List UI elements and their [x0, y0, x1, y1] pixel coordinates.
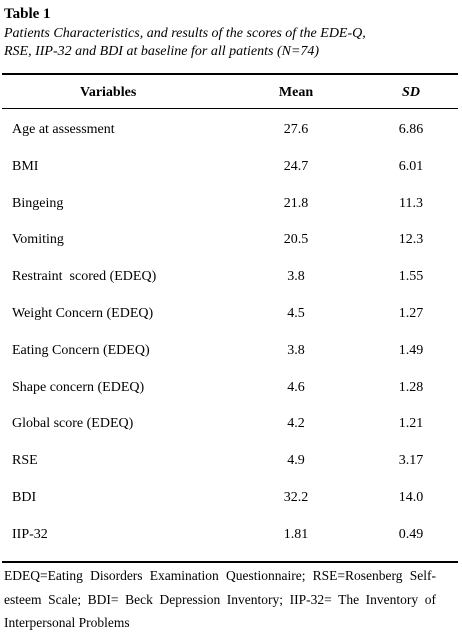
- caption-line: Patients Characteristics, and results of…: [4, 26, 366, 41]
- row-label: Weight Concern (EDEQ): [12, 306, 154, 321]
- footnote: EDEQ=Eating Disorders Examination Questi…: [4, 568, 436, 630]
- cell-value: 6.01: [398, 158, 424, 174]
- cell-value: 3.8: [287, 269, 305, 285]
- cell-value: 1.27: [398, 306, 424, 321]
- cell-value: 11.3: [399, 195, 423, 211]
- cell-value: 12.3: [398, 232, 424, 248]
- cell-value: 1.49: [398, 342, 424, 358]
- row-label: BDI: [12, 490, 37, 505]
- header-rule: [2, 108, 458, 109]
- header-cell: SD: [402, 85, 420, 100]
- cell-value: 1.28: [398, 379, 424, 395]
- header-cell: Mean: [278, 85, 314, 100]
- caption-line: RSE, IIP-32 and BDI at baseline for all …: [4, 44, 320, 59]
- row-label: BMI: [12, 158, 39, 174]
- cell-value: 6.86: [398, 122, 424, 137]
- cell-value: 4.6: [287, 379, 305, 395]
- row-label: Shape concern (EDEQ): [12, 379, 145, 395]
- table-title: Table 1: [4, 6, 51, 22]
- cell-value: 32.2: [283, 490, 309, 505]
- row-label: IIP-32: [12, 526, 48, 542]
- row-label: Eating Concern (EDEQ): [12, 342, 150, 358]
- cell-value: 1.21: [398, 416, 424, 432]
- cell-value: 14.0: [398, 490, 424, 505]
- cell-value: 4.5: [287, 306, 305, 321]
- row-label: Vomiting: [12, 232, 64, 248]
- row-label: Global score (EDEQ): [12, 416, 134, 432]
- bottom-rule: [2, 561, 458, 563]
- row-label: Bingeing: [12, 195, 64, 211]
- row-label: Restraint scored (EDEQ): [12, 269, 157, 285]
- cell-value: 3.8: [287, 342, 305, 358]
- cell-value: 27.6: [283, 122, 309, 137]
- cell-value: 20.5: [283, 232, 309, 248]
- cell-value: 24.7: [283, 158, 309, 174]
- row-label: RSE: [12, 453, 38, 469]
- top-rule: [2, 73, 458, 75]
- cell-value: 4.2: [287, 416, 305, 432]
- cell-value: 21.8: [283, 195, 309, 211]
- cell-value: 1.81: [283, 526, 309, 542]
- cell-value: 4.9: [287, 453, 305, 469]
- cell-value: 1.55: [398, 269, 424, 285]
- cell-value: 3.17: [398, 453, 424, 469]
- cell-value: 0.49: [398, 526, 424, 542]
- row-label: Age at assessment: [12, 122, 115, 137]
- header-cell: Variables: [80, 85, 137, 100]
